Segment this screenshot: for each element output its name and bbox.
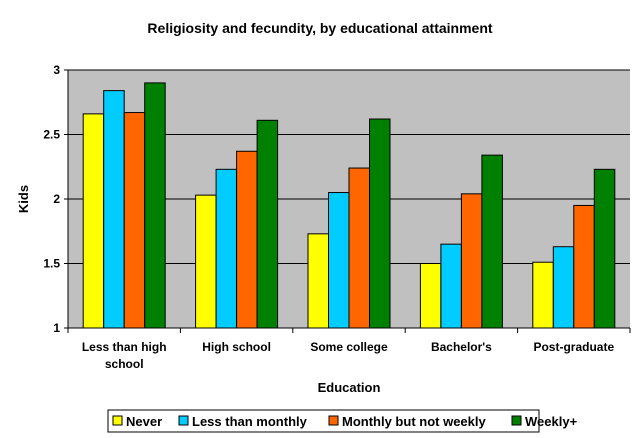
bar-monthly-but-not-weekly [573,204,595,329]
bar-monthly-but-not-weekly [236,150,258,329]
bar-never [419,263,442,329]
legend-swatch [328,415,339,426]
y-tick-label: 3 [53,63,60,77]
y-tick-label: 2.5 [43,128,60,142]
legend: Never Less than monthly Monthly but not we… [107,409,578,433]
bar-never [82,113,105,329]
bar-monthly-but-not-weekly [123,112,146,329]
y-tick-label: 2 [53,192,60,206]
x-category-label: Some college [310,340,388,354]
legend-swatch [511,415,522,426]
legend-label: Less than monthly [192,414,308,429]
x-category-label: Post-graduate [533,340,614,354]
bar-weekly- [481,154,503,329]
bar-never [532,261,554,329]
x-category-label: Bachelor's [431,340,492,354]
bar-less-than-monthly [103,90,125,329]
bar-less-than-monthly [552,246,575,329]
legend-label: Monthly but not weekly [342,414,486,429]
legend-swatch [178,415,189,426]
bar-never [307,233,329,329]
legend-swatch [112,415,123,426]
bar-weekly- [369,118,391,329]
legend-label: Never [126,414,162,429]
bar-less-than-monthly [328,192,350,329]
x-category-label: school [105,357,144,371]
bar-weekly- [256,119,279,329]
legend-label: Weekly+ [525,414,578,429]
bar-monthly-but-not-weekly [460,193,483,329]
x-category-label: High school [202,340,271,354]
bar-less-than-monthly [440,243,462,329]
bar-less-than-monthly [215,168,238,329]
x-category-label: Less than high [82,340,167,354]
bar-weekly- [144,82,166,329]
y-tick-label: 1.5 [43,257,60,271]
y-axis-label: Kids [16,185,31,213]
y-tick-label: 1 [53,321,60,335]
bar-never [195,194,217,329]
x-axis-label: Education [318,380,381,395]
bar-weekly- [593,168,616,329]
chart-title: Religiosity and fecundity, by educationa… [147,20,492,36]
bar-monthly-but-not-weekly [348,167,370,329]
legend-box [107,409,540,433]
